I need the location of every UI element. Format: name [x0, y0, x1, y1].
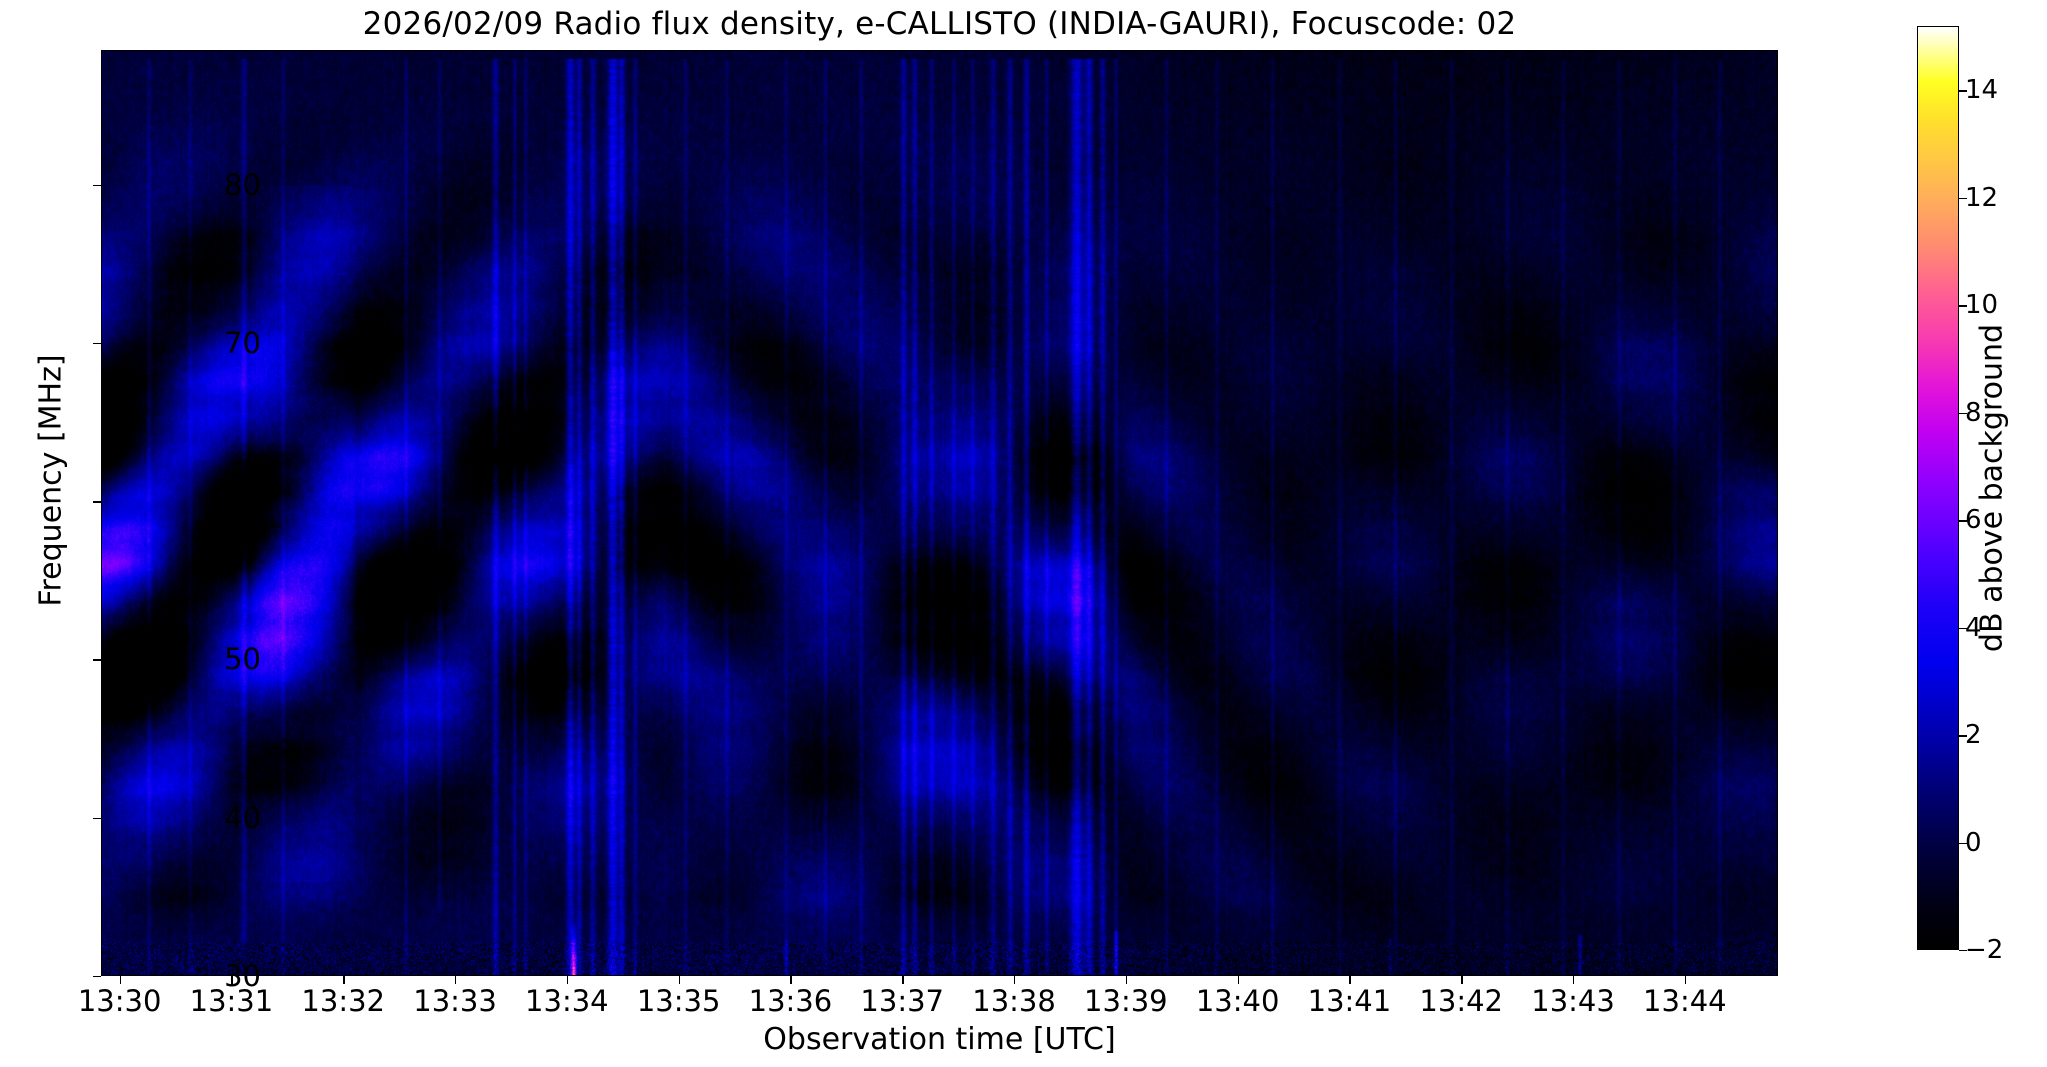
colorbar-tick-mark: [1959, 735, 1967, 737]
x-tick-mark: [1461, 976, 1463, 984]
x-tick-label: 13:36: [748, 984, 833, 1018]
y-axis-label: Frequency [MHz]: [33, 354, 69, 607]
x-tick-mark: [790, 976, 792, 984]
y-tick-mark: [93, 817, 101, 820]
y-tick-mark: [93, 501, 101, 503]
y-tick-label: 50: [224, 642, 261, 677]
colorbar-tick-mark: [1959, 520, 1967, 522]
x-tick-mark: [1684, 976, 1687, 984]
x-axis-label: Observation time [UTC]: [763, 1022, 1116, 1057]
x-tick-label: 13:39: [1084, 984, 1168, 1018]
colorbar-tick-label: 12: [1965, 182, 1999, 213]
x-tick-mark: [231, 976, 233, 984]
spectrogram-axes[interactable]: [101, 50, 1778, 976]
colorbar-tick-mark: [1959, 412, 1967, 415]
x-tick-label: 13:42: [1419, 984, 1504, 1018]
y-tick-mark: [93, 184, 101, 186]
spectrogram-image: [102, 51, 1777, 975]
y-tick-label: 60: [224, 484, 261, 519]
colorbar-tick-mark: [1959, 90, 1967, 92]
x-tick-mark: [1014, 976, 1016, 984]
x-tick-mark: [119, 976, 122, 984]
colorbar-tick-mark: [1959, 627, 1967, 630]
x-tick-label: 13:41: [1307, 984, 1392, 1018]
x-tick-label: 13:43: [1531, 984, 1615, 1018]
x-tick-mark: [566, 976, 569, 984]
colorbar-tick-mark: [1959, 305, 1967, 307]
x-tick-label: 13:37: [860, 984, 945, 1018]
x-tick-label: 13:34: [525, 984, 609, 1018]
colorbar-tick-label: 8: [1965, 397, 1982, 428]
y-tick-label: 30: [224, 959, 261, 993]
y-tick-mark: [93, 976, 101, 978]
y-tick-label: 80: [224, 167, 261, 202]
colorbar-tick-mark: [1959, 842, 1967, 844]
x-tick-mark: [1237, 976, 1240, 984]
y-tick-label: 70: [224, 325, 261, 360]
colorbar-gradient: [1917, 26, 1959, 950]
colorbar-tick-label: 2: [1965, 720, 1982, 751]
x-tick-label: 13:40: [1195, 984, 1280, 1018]
x-tick-mark: [455, 976, 457, 984]
colorbar-tick-label: −2: [1965, 935, 2004, 965]
x-tick-mark: [1573, 976, 1575, 984]
y-tick-label: 40: [224, 800, 261, 835]
x-tick-label: 13:32: [301, 984, 386, 1018]
colorbar-tick-label: 6: [1965, 505, 1982, 536]
colorbar[interactable]: 14 12 10 8 6 4 2 0 −2: [1917, 26, 2003, 965]
x-tick-label: 13:30: [77, 984, 162, 1018]
x-tick-label: 13:38: [972, 984, 1056, 1018]
colorbar-tick-mark: [1959, 197, 1967, 200]
x-tick-mark: [343, 976, 345, 984]
y-tick-mark: [93, 342, 101, 345]
colorbar-tick-mark: [1959, 950, 1967, 952]
y-tick-mark: [93, 659, 101, 661]
x-tick-label: 13:33: [413, 984, 497, 1018]
x-tick-label: 13:31: [189, 984, 274, 1018]
x-tick-mark: [1349, 976, 1351, 984]
x-tick-mark: [902, 976, 904, 984]
x-tick-label: 13:44: [1643, 984, 1727, 1018]
colorbar-tick-label: 4: [1965, 612, 1982, 643]
colorbar-tick-label: 0: [1965, 827, 1982, 858]
x-tick-mark: [1125, 976, 1128, 984]
page-title: 2026/02/09 Radio flux density, e-CALLIST…: [362, 6, 1517, 42]
x-tick-mark: [678, 976, 681, 984]
colorbar-tick-label: 14: [1965, 75, 1999, 106]
x-tick-label: 13:35: [636, 984, 721, 1018]
colorbar-tick-label: 10: [1965, 290, 1999, 321]
colorbar-label: dB above background: [1974, 323, 2010, 653]
